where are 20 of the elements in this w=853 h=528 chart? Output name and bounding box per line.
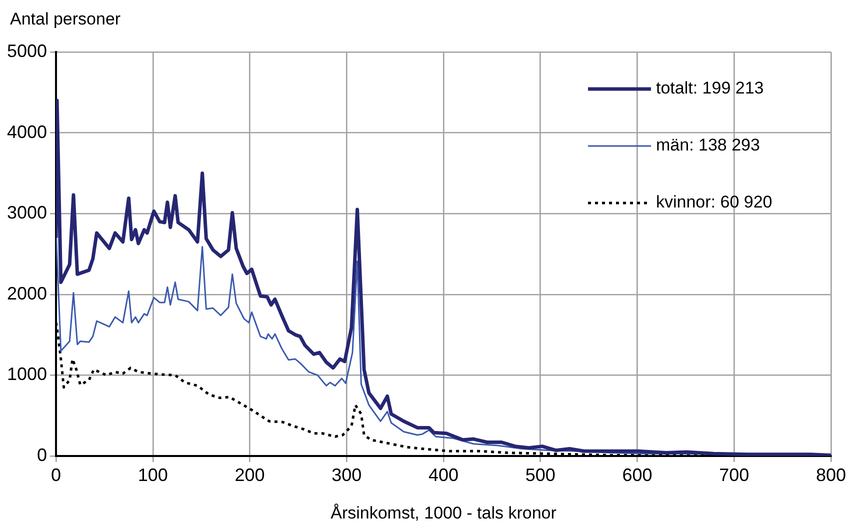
x-tick-label: 0 xyxy=(51,464,62,485)
legend-label: kvinnor: 60 920 xyxy=(656,192,772,212)
x-tick-label: 600 xyxy=(622,464,652,485)
y-tick-label: 2000 xyxy=(6,283,48,304)
y-tick-label: 0 xyxy=(37,444,48,465)
x-tick-label: 200 xyxy=(234,464,265,485)
x-tick-label: 800 xyxy=(816,464,846,485)
legend-label: män: 138 293 xyxy=(656,136,760,155)
legend-label: totalt: 199 213 xyxy=(656,78,764,98)
x-tick-label: 400 xyxy=(428,464,459,485)
x-tick-label: 300 xyxy=(332,464,362,485)
y-tick-label: 4000 xyxy=(6,122,48,142)
y-tick-label: 5000 xyxy=(6,40,48,61)
y-tick-label: 3000 xyxy=(6,202,48,223)
x-tick-label: 500 xyxy=(525,464,556,485)
y-tick-label: 1000 xyxy=(6,364,48,384)
x-tick-label: 700 xyxy=(719,464,750,485)
x-axis-title: Årsinkomst, 1000 - tals kronor xyxy=(330,503,557,522)
y-axis-title: Antal personer xyxy=(10,10,121,29)
x-tick-label: 100 xyxy=(138,464,168,485)
